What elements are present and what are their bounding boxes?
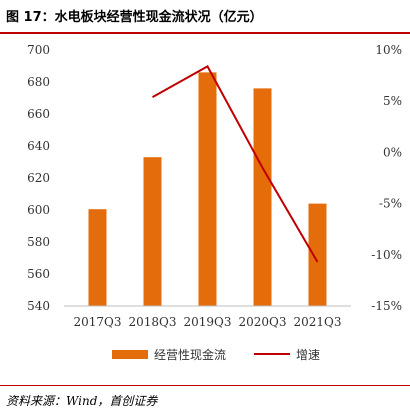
bar-2019Q3 <box>198 72 217 307</box>
right-axis-tick-label: 5% <box>383 94 402 108</box>
legend-label-cashflow: 经营性现金流 <box>154 347 226 362</box>
x-axis-tick-label: 2017Q3 <box>73 315 121 329</box>
right-axis-tick-label: -5% <box>379 197 402 211</box>
bar-2018Q3 <box>143 157 162 306</box>
bar-2017Q3 <box>88 209 107 306</box>
chart-title: 图 17：水电板块经营性现金流状况（亿元） <box>6 10 263 25</box>
source-note: 资料来源：Wind，首创证券 <box>6 394 158 408</box>
source-divider <box>0 385 410 386</box>
x-axis-tick-label: 2020Q3 <box>238 315 286 329</box>
bar-2020Q3 <box>253 88 272 307</box>
left-axis-tick-label: 640 <box>27 139 50 153</box>
x-axis-tick-label: 2021Q3 <box>293 315 341 329</box>
left-axis-tick-label: 600 <box>27 203 50 217</box>
left-axis-tick-label: 540 <box>27 299 50 313</box>
right-axis-tick-label: 0% <box>383 145 402 159</box>
right-axis-tick-label: -10% <box>371 248 402 262</box>
title-divider <box>0 32 410 34</box>
legend-swatch-cashflow <box>112 350 148 359</box>
x-axis-tick-label: 2019Q3 <box>183 315 231 329</box>
x-axis-tick-label: 2018Q3 <box>128 315 176 329</box>
chart-canvas: 540 560 580 600 620 640 660 680 700 -15% -10% -5% 0… <box>27 43 402 362</box>
legend: 经营性现金流 增速 <box>112 347 320 362</box>
left-axis-tick-label: 560 <box>27 267 50 281</box>
bar-2021Q3 <box>308 203 327 306</box>
left-axis-tick-label: 660 <box>27 107 50 121</box>
right-axis-tick-label: 10% <box>375 43 402 57</box>
left-axis-tick-label: 620 <box>27 171 50 185</box>
left-axis-tick-label: 700 <box>27 43 50 57</box>
growth-line <box>152 65 319 263</box>
left-axis-tick-label: 680 <box>27 75 50 89</box>
legend-label-growth: 增速 <box>296 348 320 362</box>
left-axis-tick-label: 580 <box>27 235 50 249</box>
right-axis-tick-label: -15% <box>371 299 402 313</box>
